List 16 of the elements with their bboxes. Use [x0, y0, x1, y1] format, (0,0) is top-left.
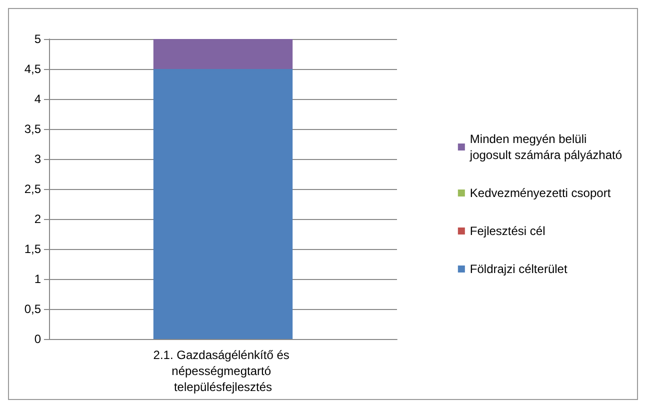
y-tick-label: 4,5	[24, 62, 42, 76]
legend-label: Minden megyén belüli jogosult számára pályázható	[468, 132, 622, 162]
legend-label: Kedvezményezetti csoport	[470, 186, 612, 200]
legend-label: Fejlesztési cél	[470, 224, 546, 238]
y-tick-label: 4	[34, 92, 42, 106]
y-tick-label: 3	[34, 152, 42, 166]
y-tick-label: 3,5	[24, 122, 42, 136]
x-tick-label: 2.1. Gazdaságélénkítő és népességmegtartó településfejlesztés	[153, 348, 293, 394]
y-tick-label: 5	[34, 32, 42, 46]
y-tick-label: 1,5	[24, 242, 42, 256]
y-tick-label: 0,5	[24, 302, 42, 316]
legend-label: Földrajzi célterület	[470, 262, 568, 276]
y-tick-label: 2	[34, 212, 42, 226]
y-tick-label: 1	[34, 272, 42, 286]
y-tick-label: 0	[34, 332, 42, 346]
y-tick-label: 2,5	[24, 182, 42, 196]
